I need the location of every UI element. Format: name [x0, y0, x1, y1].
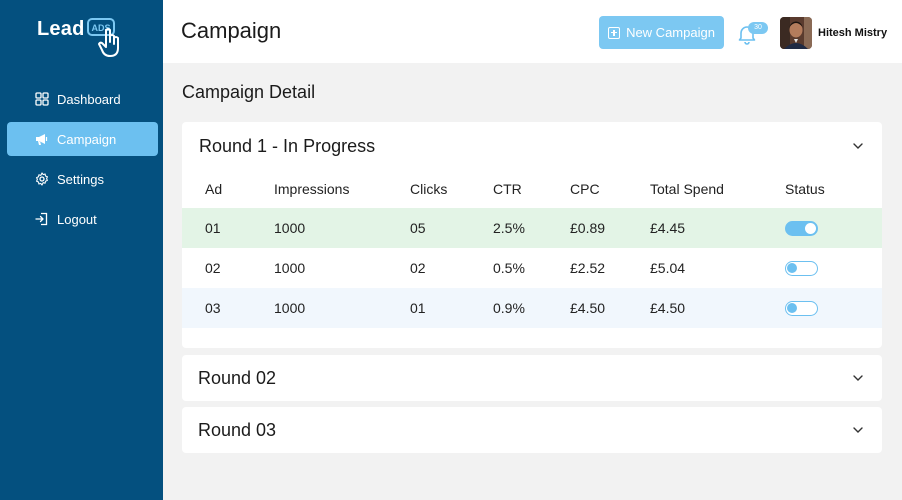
column-header-cpc: CPC	[570, 181, 600, 197]
round-title: Round 02	[198, 367, 277, 388]
cell-ctr: 0.9%	[493, 288, 570, 328]
sidebar-item-dashboard[interactable]: Dashboard	[7, 82, 158, 116]
column-header-total-spend: Total Spend	[650, 181, 724, 197]
table-row[interactable]: 03 1000 01 0.9% £4.50 £4.50	[182, 288, 882, 328]
gear-icon	[35, 172, 49, 186]
round-card-3: Round 03	[182, 407, 882, 453]
round-card-1: Round 1 - In Progress Ad Impressions Cli…	[182, 122, 882, 348]
cell-status	[785, 208, 882, 248]
toggle-knob	[787, 262, 797, 273]
top-header: Campaign New Campaign 30 Hitesh Mistry	[163, 0, 902, 63]
sidebar-nav: Dashboard Campaign Settings Logout	[7, 82, 158, 242]
cell-ctr: 0.5%	[493, 260, 525, 276]
sidebar-item-settings[interactable]: Settings	[7, 162, 158, 196]
new-campaign-button[interactable]: New Campaign	[599, 16, 724, 49]
table-row[interactable]: 01 1000 05 2.5% £0.89 £4.45	[182, 208, 882, 248]
cell-status	[785, 288, 882, 328]
cell-impressions: 1000	[274, 208, 410, 248]
round-3-header[interactable]: Round 03	[182, 407, 882, 453]
avatar[interactable]	[780, 17, 812, 49]
chevron-up-icon[interactable]	[850, 138, 866, 154]
logout-icon	[35, 212, 49, 226]
cell-total-spend: £4.50	[650, 288, 785, 328]
cell-total-spend: £4.45	[650, 208, 785, 248]
cell-cpc: £0.89	[570, 208, 650, 248]
sidebar-item-label: Dashboard	[57, 91, 121, 107]
cell-clicks: 01	[410, 288, 493, 328]
round-title: Round 1 - In Progress	[199, 135, 376, 156]
column-header-impressions: Impressions	[274, 181, 350, 197]
table-row[interactable]: 02 1000 02 0.5% £2.52 £5.04	[182, 248, 882, 288]
chevron-down-icon[interactable]	[850, 370, 866, 386]
sidebar-item-label: Logout	[57, 211, 97, 227]
plus-square-icon	[608, 26, 621, 39]
column-header-ad: Ad	[205, 181, 223, 197]
user-name: Hitesh Mistry	[818, 27, 888, 39]
sidebar-item-logout[interactable]: Logout	[7, 202, 158, 236]
megaphone-icon	[35, 132, 49, 146]
new-campaign-label: New Campaign	[626, 25, 715, 40]
toggle-knob	[787, 302, 797, 313]
chevron-down-icon[interactable]	[850, 422, 866, 438]
dashboard-grid-icon	[35, 92, 49, 106]
sidebar-item-label: Campaign	[57, 131, 117, 147]
page-title: Campaign	[181, 18, 282, 43]
svg-text:ADS: ADS	[92, 23, 111, 33]
cell-total-spend: £5.04	[650, 260, 686, 276]
cell-cpc: £2.52	[570, 260, 606, 276]
cell-impressions: 1000	[274, 288, 410, 328]
round-card-2: Round 02	[182, 355, 882, 401]
sidebar-item-label: Settings	[57, 171, 104, 187]
column-header-clicks: Clicks	[410, 181, 448, 197]
status-toggle[interactable]	[785, 220, 818, 236]
user-photo-icon	[780, 17, 812, 49]
round-2-header[interactable]: Round 02	[182, 355, 882, 401]
ads-cursor-logo-icon: ADS	[87, 18, 120, 57]
status-toggle[interactable]	[785, 300, 818, 316]
cell-ad: 03	[182, 288, 274, 328]
round-1-header[interactable]: Round 1 - In Progress	[182, 122, 882, 170]
column-header-status: Status	[785, 181, 825, 197]
cell-cpc: £4.50	[570, 288, 650, 328]
cell-ad: 02	[205, 260, 221, 276]
sidebar-item-campaign[interactable]: Campaign	[7, 122, 158, 156]
table-header-row: Ad Impressions Clicks CTR CPC Total Spen…	[182, 170, 882, 208]
cell-impressions: 1000	[274, 260, 306, 276]
cell-clicks: 05	[410, 208, 493, 248]
status-toggle[interactable]	[785, 260, 818, 276]
sidebar: Lead ADS Dashboard Campaign Settings	[0, 0, 163, 500]
cell-clicks: 02	[410, 260, 426, 276]
toggle-knob	[805, 222, 816, 234]
cell-ctr: 2.5%	[493, 208, 570, 248]
ads-table: Ad Impressions Clicks CTR CPC Total Spen…	[182, 170, 882, 328]
brand-logo[interactable]: Lead ADS	[37, 16, 126, 58]
column-header-ctr: CTR	[493, 181, 522, 197]
cell-status	[785, 248, 882, 288]
section-title: Campaign Detail	[182, 82, 316, 102]
brand-name: Lead	[37, 18, 85, 40]
round-title: Round 03	[198, 419, 277, 440]
notification-count-badge: 30	[748, 22, 768, 34]
cell-ad: 01	[182, 208, 274, 248]
